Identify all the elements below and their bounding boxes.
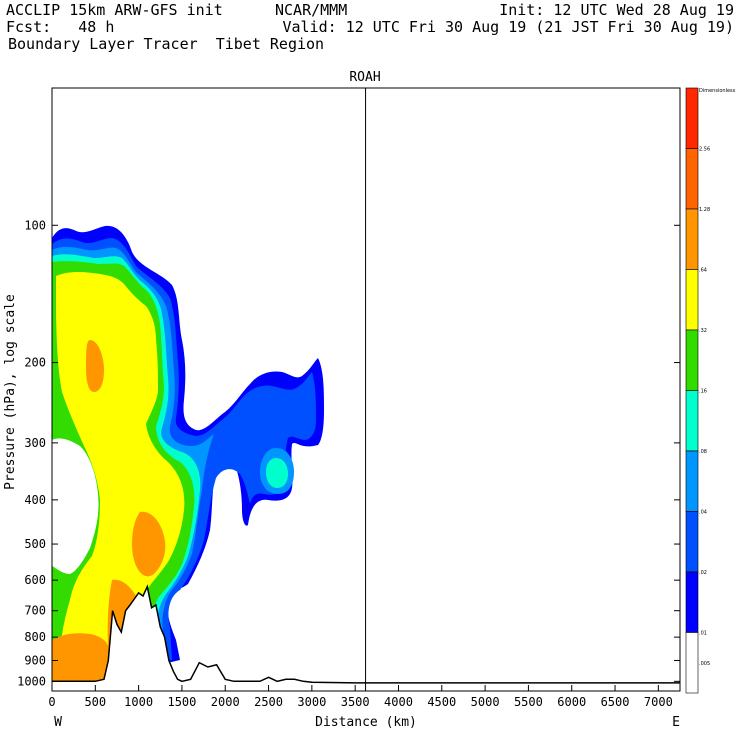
- east-label: E: [672, 715, 680, 730]
- x-tick-label: 0: [48, 695, 55, 709]
- header-forecast-hour: Fcst: 48 h: [6, 18, 115, 36]
- x-tick-label: 5500: [514, 695, 543, 709]
- colorbar-level-label: .01: [699, 631, 707, 637]
- colorbar-swatch: [685, 450, 699, 512]
- x-tick-label: 1000: [124, 695, 153, 709]
- colorbar-level-label: .16: [699, 389, 707, 395]
- header-valid-time: Valid: 12 UTC Fri 30 Aug 19 (21 JST Fri …: [282, 18, 734, 36]
- x-tick-label: 500: [84, 695, 106, 709]
- y-tick-label: 300: [24, 436, 46, 450]
- x-tick-label: 4500: [427, 695, 456, 709]
- x-tick-label: 1500: [167, 695, 196, 709]
- y-tick-label: 900: [24, 653, 46, 667]
- panel-label: ROAH: [349, 70, 380, 85]
- colorbar-level-label: .32: [699, 328, 707, 334]
- x-tick-label: 3000: [297, 695, 326, 709]
- colorbar-level-label: 2.56: [699, 147, 710, 153]
- header-product-title: Boundary Layer Tracer Tibet Region: [8, 35, 325, 53]
- colorbar-swatch: [685, 329, 699, 391]
- tracer-contour-64-surface: [52, 633, 108, 688]
- header-init-time: Init: 12 UTC Wed 28 Aug 19: [499, 1, 734, 19]
- colorbar-level-label: .04: [699, 510, 707, 516]
- tracer-clear-region: [52, 438, 99, 574]
- x-tick-label: 3500: [341, 695, 370, 709]
- tracer-shading: [52, 225, 324, 689]
- y-tick-label: 400: [24, 493, 46, 507]
- colorbar-swatch: [685, 269, 699, 331]
- colorbar-swatch: [685, 390, 699, 452]
- west-label: W: [54, 715, 62, 730]
- y-axis-ticks: 100 200 300 400 500 600 700 800 900 1000: [17, 218, 680, 688]
- header-organization: NCAR/MMM: [275, 1, 348, 19]
- colorbar-swatch: [685, 571, 699, 633]
- x-axis-title: Distance (km): [315, 715, 417, 730]
- plot-frame: [51, 87, 681, 692]
- y-tick-label: 500: [24, 537, 46, 551]
- y-tick-label: 600: [24, 573, 46, 587]
- x-tick-label: 6000: [557, 695, 586, 709]
- colorbar-level-label: 1.28: [699, 207, 710, 213]
- y-axis-title: Pressure (hPa), log scale: [3, 294, 18, 490]
- x-tick-label: 6500: [601, 695, 630, 709]
- tracer-contour-64-middle: [132, 511, 166, 577]
- x-tick-label: 7000: [644, 695, 673, 709]
- colorbar-level-label: .02: [699, 570, 707, 576]
- colorbar-swatch: [685, 511, 699, 573]
- x-axis-ticks: 0 500 1000 1500 2000 2500 3000 3500 4000 4500 5000…: [48, 685, 673, 709]
- x-tick-label: 5000: [471, 695, 500, 709]
- x-tick-label: 4000: [384, 695, 413, 709]
- colorbar-swatch: [685, 208, 699, 270]
- colorbar-level-label: .08: [699, 449, 707, 455]
- colorbar-swatch: [685, 87, 699, 149]
- tracer-contour-64-upper: [86, 340, 104, 392]
- x-tick-label: 2500: [254, 695, 283, 709]
- colorbar-level-label: .64: [699, 268, 707, 274]
- y-tick-label: 800: [24, 630, 46, 644]
- tracer-contour-08-ring: [266, 458, 288, 488]
- header-model-title: ACCLIP 15km ARW-GFS init: [6, 1, 223, 19]
- y-tick-label: 200: [24, 356, 46, 370]
- colorbar-swatch: [685, 148, 699, 210]
- colorbar: Dimensionless 2.56 1.28 .64 .32 .16 .08 .04 .02.…: [685, 87, 736, 694]
- colorbar-level-label: Dimensionless: [699, 88, 736, 94]
- terrain-profile-line: [52, 584, 680, 684]
- colorbar-swatch: [685, 632, 699, 694]
- y-tick-label: 100: [24, 218, 46, 232]
- y-tick-label: 1000: [17, 674, 46, 688]
- x-tick-label: 2000: [211, 695, 240, 709]
- colorbar-level-label: .005: [699, 661, 710, 667]
- terrain-mask: [52, 586, 680, 691]
- y-tick-label: 700: [24, 604, 46, 618]
